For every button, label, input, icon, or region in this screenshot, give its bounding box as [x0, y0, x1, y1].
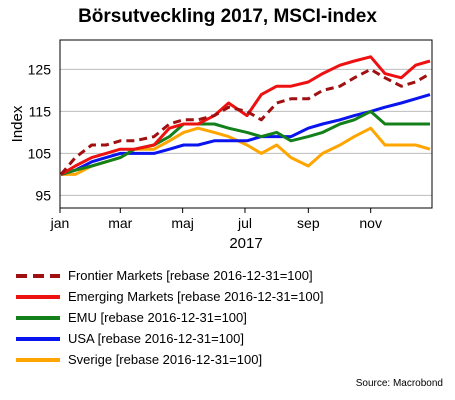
- x-axis-title: 2017: [229, 235, 262, 252]
- legend-item: Emerging Markets [rebase 2016-12-31=100]: [16, 286, 323, 307]
- legend: Frontier Markets [rebase 2016-12-31=100]…: [16, 265, 323, 370]
- chart-title: Börsutveckling 2017, MSCI-index: [78, 6, 377, 27]
- legend-item: Sverige [rebase 2016-12-31=100]: [16, 349, 323, 370]
- y-tick-label: 105: [28, 145, 52, 161]
- legend-swatch: [16, 312, 60, 324]
- y-tick-label: 125: [28, 61, 52, 77]
- line-chart: 95 105 115 125 jan mar maj jul sep nov Index 201…: [9, 39, 433, 252]
- series-line: [60, 55, 431, 176]
- y-tick-label: 95: [35, 187, 51, 203]
- x-tick-label: sep: [297, 215, 320, 231]
- y-axis-title: Index: [9, 105, 26, 142]
- y-tick-label: 115: [29, 103, 52, 119]
- x-tick-label: mar: [108, 215, 132, 231]
- legend-swatch: [16, 291, 60, 303]
- legend-item: EMU [rebase 2016-12-31=100]: [16, 307, 323, 328]
- legend-label: Emerging Markets [rebase 2016-12-31=100]: [68, 289, 324, 304]
- legend-label: EMU [rebase 2016-12-31=100]: [68, 310, 247, 325]
- series-line: [60, 109, 430, 176]
- legend-swatch: [16, 333, 60, 345]
- legend-item: Frontier Markets [rebase 2016-12-31=100]: [16, 265, 323, 286]
- x-tick-label: nov: [359, 215, 382, 231]
- legend-label: Sverige [rebase 2016-12-31=100]: [68, 352, 263, 367]
- legend-swatch: [16, 354, 60, 366]
- series-lines: [59, 55, 431, 176]
- legend-label: Frontier Markets [rebase 2016-12-31=100]: [68, 268, 313, 283]
- legend-item: USA [rebase 2016-12-31=100]: [16, 328, 323, 349]
- legend-label: USA [rebase 2016-12-31=100]: [68, 331, 244, 346]
- legend-swatch: [16, 270, 60, 282]
- y-tick-labels: 95 105 115 125: [28, 61, 52, 203]
- source-note: Source: Macrobond: [355, 378, 443, 389]
- x-tick-label: maj: [171, 215, 194, 231]
- series-line: [59, 67, 431, 176]
- x-tick-label: jul: [237, 215, 252, 231]
- x-tick-label: jan: [50, 215, 70, 231]
- plot-frame: [59, 39, 433, 209]
- x-tick-labels: jan mar maj jul sep nov: [50, 208, 382, 231]
